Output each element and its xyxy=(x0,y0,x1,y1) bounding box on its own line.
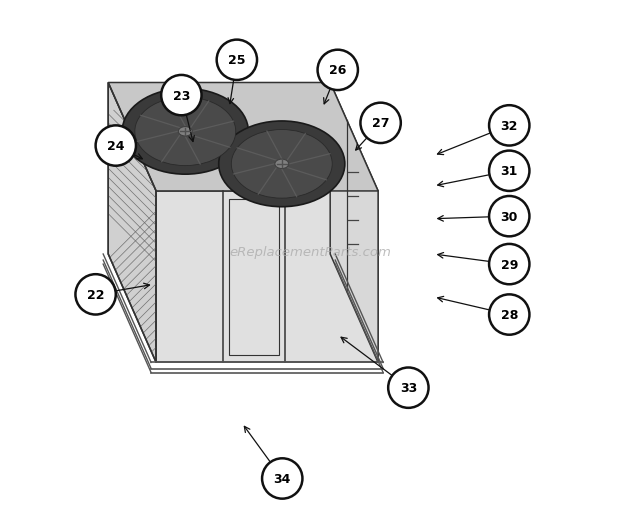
Ellipse shape xyxy=(135,98,236,166)
Circle shape xyxy=(161,76,202,116)
Text: 25: 25 xyxy=(228,54,246,67)
Text: eReplacementParts.com: eReplacementParts.com xyxy=(229,245,391,259)
Text: 22: 22 xyxy=(87,288,104,301)
Text: 24: 24 xyxy=(107,140,125,153)
Ellipse shape xyxy=(122,89,249,175)
Circle shape xyxy=(489,244,529,285)
Ellipse shape xyxy=(231,130,332,199)
Circle shape xyxy=(388,368,428,408)
Polygon shape xyxy=(156,191,378,363)
Text: 33: 33 xyxy=(400,381,417,394)
Polygon shape xyxy=(330,83,378,363)
Polygon shape xyxy=(108,83,156,363)
Ellipse shape xyxy=(275,160,289,169)
Circle shape xyxy=(489,106,529,146)
Text: 28: 28 xyxy=(500,308,518,321)
Circle shape xyxy=(216,41,257,81)
Circle shape xyxy=(317,50,358,91)
Text: 32: 32 xyxy=(500,120,518,133)
Text: 34: 34 xyxy=(273,472,291,485)
Text: 29: 29 xyxy=(500,258,518,271)
Text: 27: 27 xyxy=(372,117,389,130)
Circle shape xyxy=(76,275,116,315)
Ellipse shape xyxy=(219,122,345,207)
Text: 26: 26 xyxy=(329,64,347,77)
Ellipse shape xyxy=(179,127,192,137)
Polygon shape xyxy=(108,83,378,191)
Text: 31: 31 xyxy=(500,165,518,178)
Circle shape xyxy=(489,196,529,237)
Circle shape xyxy=(262,459,303,499)
Text: 23: 23 xyxy=(173,90,190,102)
Circle shape xyxy=(489,151,529,191)
Circle shape xyxy=(489,295,529,335)
Circle shape xyxy=(95,126,136,166)
Circle shape xyxy=(360,103,401,144)
Text: 30: 30 xyxy=(500,210,518,223)
